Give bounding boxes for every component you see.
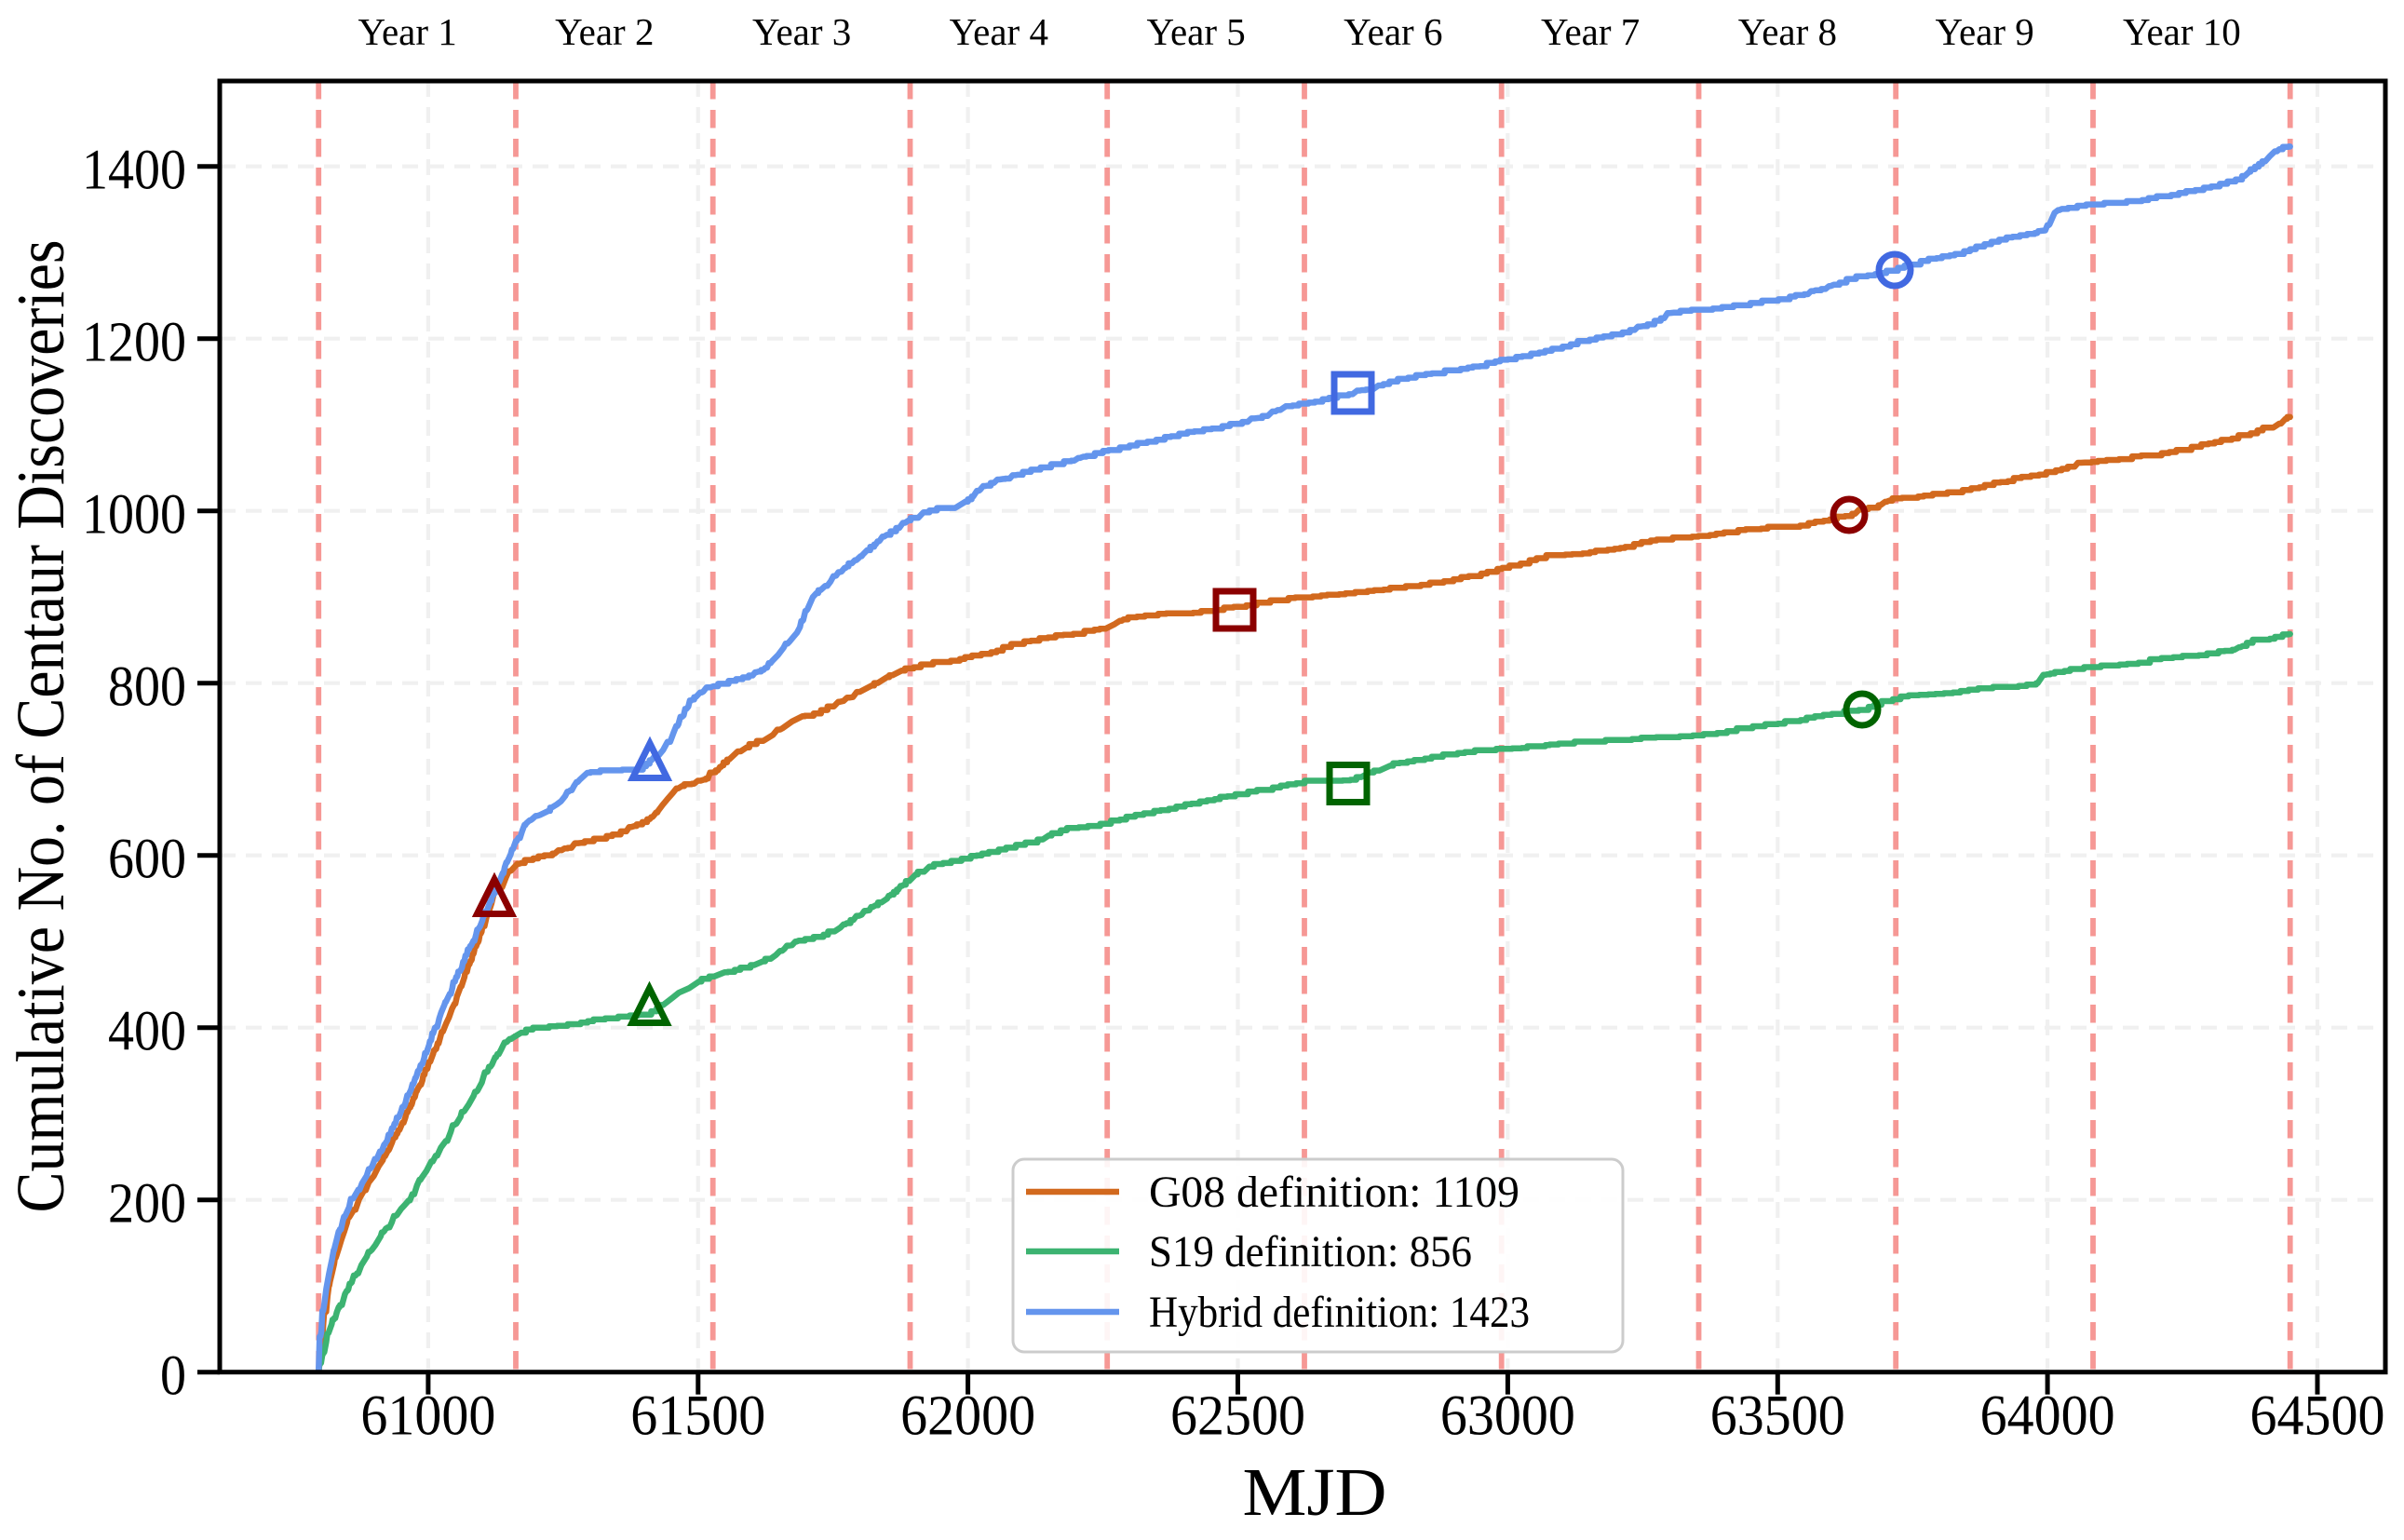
svg-text:Year 6: Year 6 (1344, 10, 1442, 53)
svg-text:63500: 63500 (1710, 1385, 1845, 1448)
svg-text:Year 2: Year 2 (555, 10, 654, 53)
svg-text:Year 9: Year 9 (1935, 10, 2033, 53)
svg-text:600: 600 (108, 829, 186, 891)
svg-text:S19 definition: 856: S19 definition: 856 (1149, 1227, 1472, 1277)
svg-text:MJD: MJD (1243, 1454, 1387, 1530)
svg-text:61500: 61500 (630, 1385, 765, 1448)
svg-text:1400: 1400 (82, 140, 186, 202)
svg-text:Year 7: Year 7 (1541, 10, 1640, 53)
svg-text:64000: 64000 (1980, 1385, 2115, 1448)
svg-text:1000: 1000 (82, 484, 186, 547)
svg-text:Cumulative No. of Centaur Disc: Cumulative No. of Centaur Discoveries (3, 240, 78, 1213)
svg-text:Hybrid definition: 1423: Hybrid definition: 1423 (1149, 1288, 1530, 1337)
svg-text:200: 200 (108, 1173, 186, 1236)
svg-text:Year 5: Year 5 (1146, 10, 1245, 53)
svg-text:64500: 64500 (2250, 1385, 2385, 1448)
svg-text:800: 800 (108, 656, 186, 719)
svg-text:62500: 62500 (1170, 1385, 1305, 1448)
svg-text:Year 4: Year 4 (950, 10, 1048, 53)
svg-text:1200: 1200 (82, 312, 186, 374)
svg-text:Year 1: Year 1 (358, 10, 456, 53)
svg-text:62000: 62000 (900, 1385, 1035, 1448)
svg-text:61000: 61000 (360, 1385, 495, 1448)
svg-text:0: 0 (160, 1345, 186, 1408)
svg-text:Year 8: Year 8 (1738, 10, 1837, 53)
svg-text:G08 definition: 1109: G08 definition: 1109 (1149, 1168, 1519, 1217)
svg-text:400: 400 (108, 1001, 186, 1063)
svg-text:Year 10: Year 10 (2123, 10, 2241, 53)
svg-text:Year 3: Year 3 (752, 10, 851, 53)
svg-text:63000: 63000 (1440, 1385, 1575, 1448)
